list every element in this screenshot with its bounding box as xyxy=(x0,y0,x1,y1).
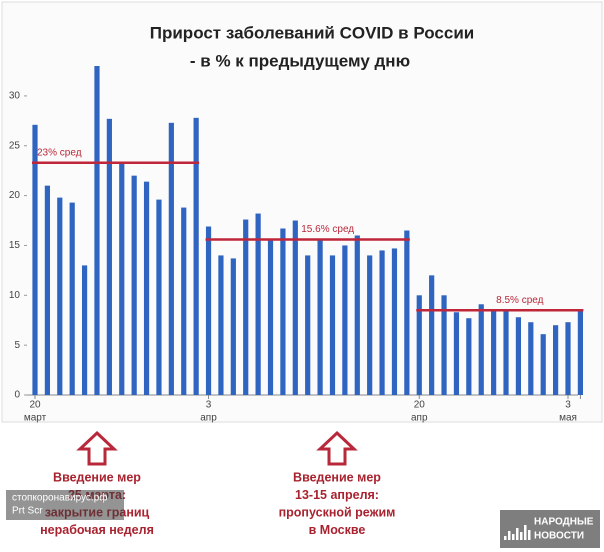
logo-icon xyxy=(524,525,527,540)
bar xyxy=(429,275,435,395)
bar xyxy=(44,185,50,395)
annotation: Введение мер xyxy=(53,470,141,484)
bar xyxy=(577,310,583,395)
x-tick-month: март xyxy=(24,413,47,424)
chart-title: Прирост заболеваний COVID в России xyxy=(150,23,474,42)
y-tick-label: 30 xyxy=(9,91,21,102)
bar xyxy=(342,245,348,395)
bar xyxy=(131,175,137,395)
annotation: пропускной режим xyxy=(279,505,396,519)
bar xyxy=(193,117,199,396)
average-label: 23% сред xyxy=(37,147,82,158)
y-tick-label: 0 xyxy=(14,390,20,401)
arrow xyxy=(76,430,358,466)
logo-icon xyxy=(504,536,507,540)
bar xyxy=(106,118,112,396)
watermark: стопкоронавирус.рф xyxy=(12,492,108,504)
chart-subtitle: - в % к предыдущему дню xyxy=(190,51,410,70)
y-tick-label: 15 xyxy=(9,240,21,251)
annotation: Введение мер xyxy=(293,470,381,484)
bar xyxy=(367,255,373,395)
bar xyxy=(32,124,38,395)
bar xyxy=(565,322,571,395)
annotation: в Москве xyxy=(309,523,366,537)
logo-icon xyxy=(512,534,515,540)
bar xyxy=(441,295,447,395)
x-tick-label: 20 xyxy=(414,400,426,411)
bar xyxy=(119,162,125,395)
bar xyxy=(404,230,410,395)
bar xyxy=(181,207,187,395)
y-tick-label: 10 xyxy=(9,290,21,301)
bar xyxy=(243,219,249,395)
bar xyxy=(218,255,224,395)
bar xyxy=(354,235,360,395)
logo-icon xyxy=(528,530,531,540)
x-tick-month: мая xyxy=(559,413,577,424)
bar xyxy=(143,181,150,395)
bar xyxy=(540,334,546,395)
logo-icon xyxy=(516,528,519,540)
bar xyxy=(553,325,559,395)
bar xyxy=(416,295,422,395)
y-tick-label: 20 xyxy=(9,190,21,201)
x-tick-label: 3 xyxy=(565,400,571,411)
bar xyxy=(292,220,298,395)
bar xyxy=(528,322,534,395)
bar xyxy=(267,238,274,395)
logo-text: НАРОДНЫЕ xyxy=(534,517,594,528)
bar xyxy=(81,265,88,395)
bar xyxy=(94,66,100,395)
bar xyxy=(503,311,509,395)
x-tick-label: 3 xyxy=(206,400,212,411)
bar xyxy=(478,304,484,395)
bar xyxy=(491,309,497,395)
bar xyxy=(466,318,472,395)
logo-icon xyxy=(508,531,511,540)
bar xyxy=(515,317,522,395)
watermark: Prt Scr xyxy=(12,506,43,517)
x-tick-label: 20 xyxy=(29,400,41,411)
bar xyxy=(69,202,75,395)
y-tick-label: 5 xyxy=(14,340,20,351)
bar xyxy=(329,255,336,395)
bar xyxy=(280,228,286,395)
bar xyxy=(168,122,174,395)
bar xyxy=(230,258,236,395)
bar xyxy=(453,312,460,395)
chart-panel xyxy=(1,1,603,423)
bar xyxy=(305,255,311,395)
logo-text: НОВОСТИ xyxy=(534,531,584,542)
average-label: 8.5% сред xyxy=(496,295,543,306)
bar xyxy=(57,197,63,395)
annotation: нерабочая неделя xyxy=(40,523,154,537)
bar xyxy=(317,239,323,395)
bar xyxy=(379,250,385,395)
logo-icon xyxy=(520,532,523,540)
x-tick-month: апр xyxy=(411,413,428,424)
watermark-box xyxy=(6,490,124,520)
bar xyxy=(255,213,261,395)
average-label: 15.6% сред xyxy=(301,224,354,235)
bar xyxy=(156,199,162,395)
bar xyxy=(205,226,212,395)
y-tick-label: 25 xyxy=(9,140,21,151)
bar xyxy=(391,248,398,395)
x-tick-month: апр xyxy=(200,413,217,424)
annotation: 13-15 апреля: xyxy=(295,488,379,502)
